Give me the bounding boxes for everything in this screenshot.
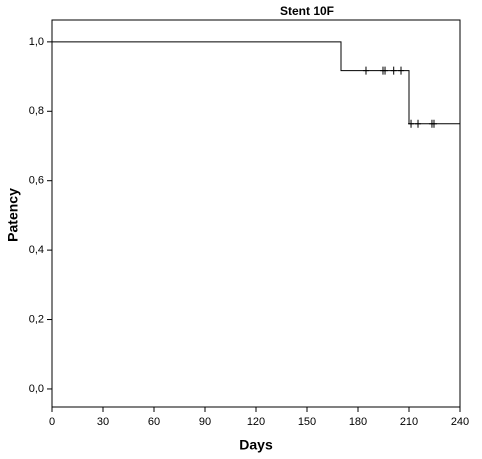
y-tick-label: 0,4 [29, 244, 44, 256]
censor-mark [390, 66, 397, 75]
x-tick-label: 120 [247, 416, 265, 428]
y-tick-label: 0,2 [29, 313, 44, 325]
plot-frame [51, 19, 461, 408]
x-tick-label: 60 [148, 416, 160, 428]
x-tick-label: 210 [400, 416, 418, 428]
y-tick-label: 0,6 [29, 175, 44, 187]
x-tick-label: 30 [97, 416, 109, 428]
censor-mark [382, 66, 389, 75]
chart-title: Stent 10F [280, 4, 334, 18]
x-tick-label: 240 [451, 416, 469, 428]
censor-mark [415, 119, 422, 128]
censor-mark [398, 66, 405, 75]
censor-mark [408, 119, 415, 128]
censor-mark [430, 119, 437, 128]
x-tick-label: 150 [298, 416, 316, 428]
x-tick-label: 90 [199, 416, 211, 428]
censor-mark [362, 66, 369, 75]
y-tick-label: 0,8 [29, 105, 44, 117]
y-axis-label: Patency [5, 188, 21, 242]
x-axis-label: Days [239, 437, 273, 453]
x-tick-label: 180 [349, 416, 367, 428]
x-tick-label: 0 [49, 416, 55, 428]
y-tick-label: 1,0 [29, 36, 44, 48]
y-tick-label: 0,0 [29, 383, 44, 395]
survival-line [52, 41, 460, 125]
